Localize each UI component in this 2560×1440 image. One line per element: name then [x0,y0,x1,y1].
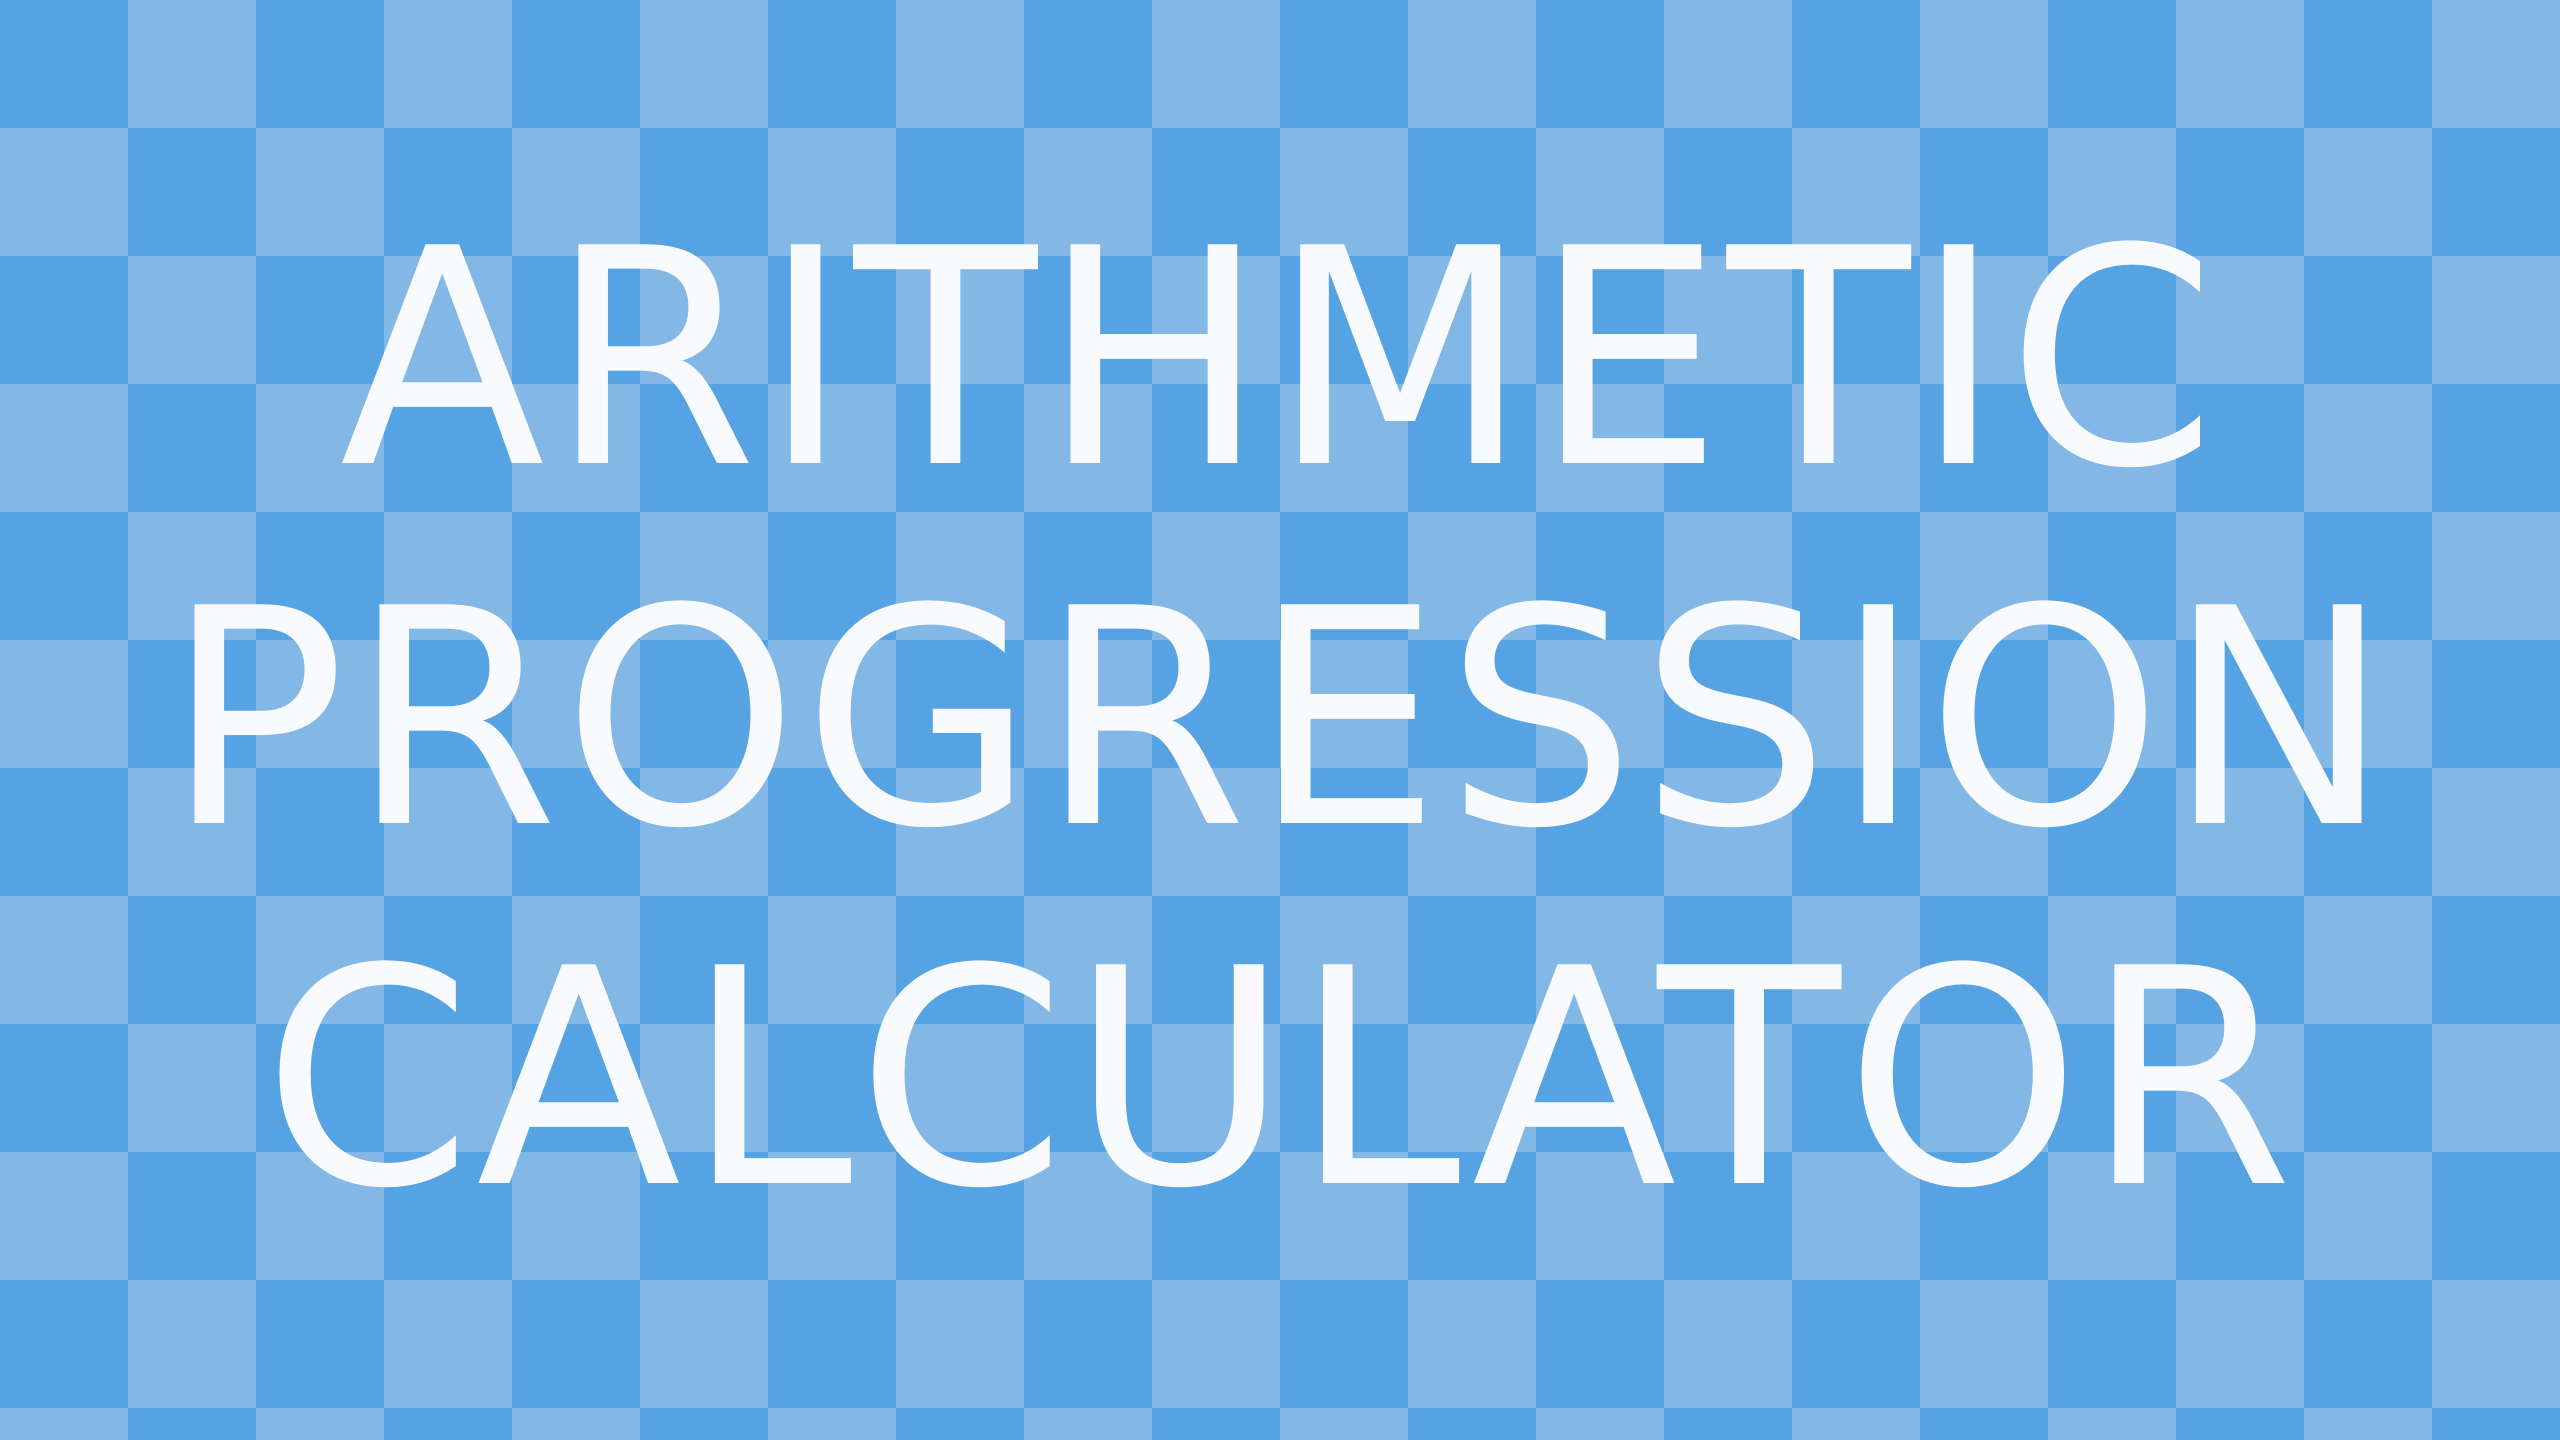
title-line-3: CALCULATOR [262,905,2298,1254]
title-line-2: PROGRESSION [165,545,2395,894]
title-line-1: ARITHMETIC [339,185,2221,534]
